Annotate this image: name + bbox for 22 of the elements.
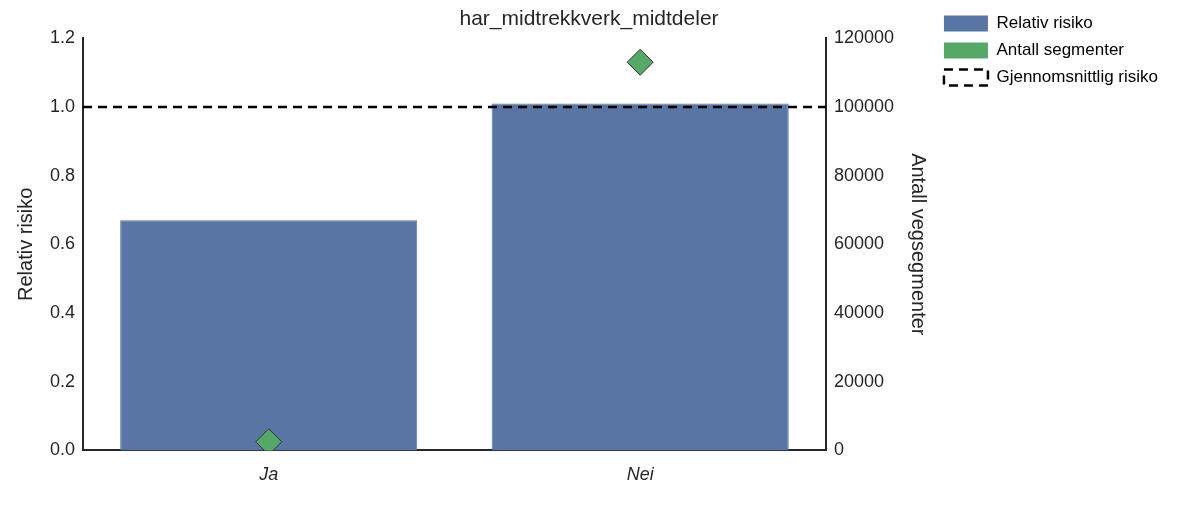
legend-label: Gjennomsnittlig risiko <box>996 67 1158 87</box>
y-tick-label: 0.8 <box>49 164 76 185</box>
y2-tick-label: 80000 <box>833 164 884 185</box>
y2-tick-label: 20000 <box>833 370 884 391</box>
y-tick-label: 0.6 <box>49 233 76 254</box>
y2-tick-label: 0 <box>833 439 844 460</box>
y2-tick-label: 60000 <box>833 233 884 254</box>
y-tick-label: 0.4 <box>49 301 76 322</box>
y-tick-label: 0.2 <box>49 370 76 391</box>
legend-label: Relativ risiko <box>996 13 1093 33</box>
y-tick-label: 0.0 <box>49 439 76 460</box>
y-tick-label: 1.2 <box>49 27 76 48</box>
chart-title: har_midtrekkverk_midtdeler <box>459 6 719 31</box>
x-tick-label: Ja <box>258 464 279 485</box>
legend-label: Antall segmenter <box>996 40 1125 60</box>
y2-tick-label: 120000 <box>833 27 894 48</box>
x-tick-label: Nei <box>626 464 655 485</box>
y2-tick-label: 40000 <box>833 301 884 322</box>
y-axis-title: Relativ risiko <box>13 187 36 301</box>
y2-tick-label: 100000 <box>833 95 894 116</box>
y2-axis-title: Antall vegsegmenter <box>908 153 931 336</box>
y-tick-label: 1.0 <box>49 95 76 116</box>
